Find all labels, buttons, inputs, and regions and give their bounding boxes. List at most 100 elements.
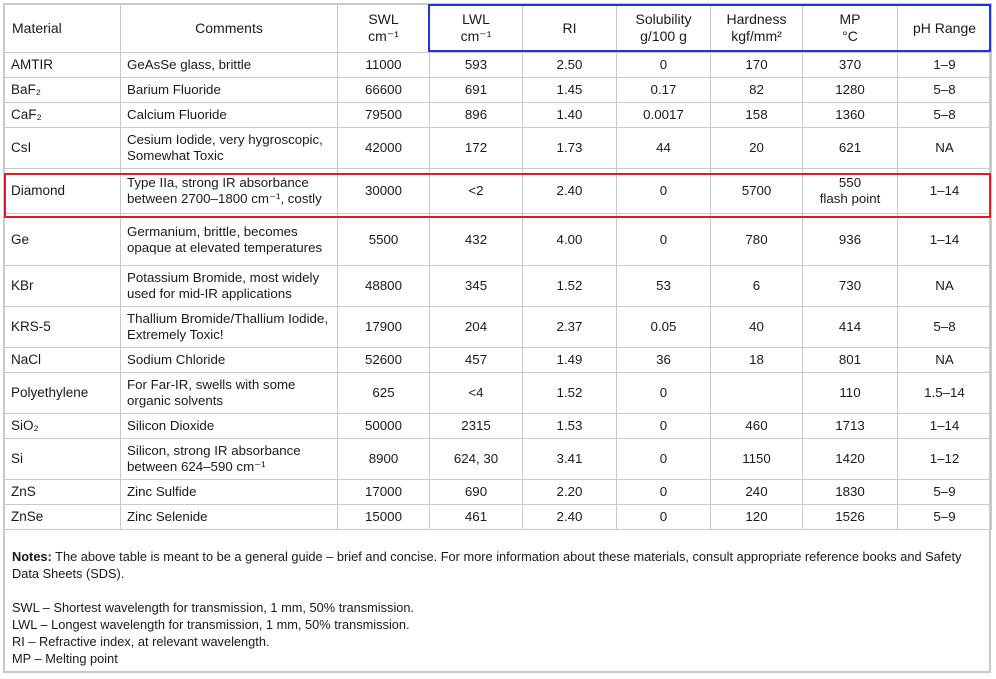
header-solubility: Solubility g/100 g bbox=[616, 3, 711, 53]
header-row: Material Comments SWL cm⁻¹ LWL cm⁻¹ RI Sol… bbox=[3, 3, 992, 53]
cell-ph: 1–14 bbox=[897, 168, 992, 214]
cell-hardness: 460 bbox=[710, 413, 803, 439]
header-ph: pH Range bbox=[897, 3, 992, 53]
cell-mp: 1713 bbox=[802, 413, 898, 439]
cell-solubility: 0 bbox=[616, 52, 711, 78]
header-solubility-label: Solubility bbox=[635, 11, 692, 27]
cell-swl: 66600 bbox=[337, 77, 430, 103]
cell-mp: 110 bbox=[802, 372, 898, 414]
cell-swl: 48800 bbox=[337, 265, 430, 307]
cell-mp: 621 bbox=[802, 127, 898, 169]
cell-ri: 1.52 bbox=[522, 372, 617, 414]
header-hardness-label: Hardness bbox=[726, 11, 787, 27]
cell-swl: 79500 bbox=[337, 102, 430, 128]
cell-lwl: 457 bbox=[429, 347, 523, 373]
header-mp-unit: °C bbox=[842, 28, 858, 44]
cell-material: Polyethylene bbox=[3, 372, 121, 414]
cell-solubility: 0 bbox=[616, 372, 711, 414]
cell-ph: 5–8 bbox=[897, 102, 992, 128]
cell-comments: For Far-IR, swells with some organic sol… bbox=[120, 372, 338, 414]
header-mp-label: MP bbox=[839, 11, 861, 27]
notes-text: The above table is meant to be a general… bbox=[12, 549, 962, 581]
cell-mp: 1280 bbox=[802, 77, 898, 103]
table-row: KBr Potassium Bromide, most widely used f… bbox=[3, 265, 992, 307]
cell-solubility: 44 bbox=[616, 127, 711, 169]
cell-comments: Silicon Dioxide bbox=[120, 413, 338, 439]
table-row: ZnS Zinc Sulfide 17000 690 2.20 0 240 1830 5–9 bbox=[3, 479, 992, 505]
cell-comments: Zinc Selenide bbox=[120, 504, 338, 530]
cell-material: KBr bbox=[3, 265, 121, 307]
cell-solubility: 36 bbox=[616, 347, 711, 373]
cell-hardness: 18 bbox=[710, 347, 803, 373]
cell-ph: 1–9 bbox=[897, 52, 992, 78]
cell-lwl: 461 bbox=[429, 504, 523, 530]
cell-lwl: 2315 bbox=[429, 413, 523, 439]
cell-ri: 2.50 bbox=[522, 52, 617, 78]
cell-ri: 1.53 bbox=[522, 413, 617, 439]
cell-comments: GeAsSe glass, brittle bbox=[120, 52, 338, 78]
cell-swl: 42000 bbox=[337, 127, 430, 169]
table-row: NaCl Sodium Chloride 52600 457 1.49 36 18 801 NA bbox=[3, 347, 992, 373]
header-hardness-unit: kgf/mm² bbox=[731, 28, 782, 44]
cell-solubility: 0.17 bbox=[616, 77, 711, 103]
table-body: AMTIR GeAsSe glass, brittle 11000 593 2.50 0 1… bbox=[3, 52, 992, 530]
table-row: Ge Germanium, brittle, becomes opaque at … bbox=[3, 213, 992, 266]
cell-solubility: 53 bbox=[616, 265, 711, 307]
header-material: Material bbox=[3, 3, 121, 53]
cell-lwl: 204 bbox=[429, 306, 523, 348]
definition-swl: SWL – Shortest wavelength for transmissi… bbox=[12, 600, 415, 615]
cell-ph: NA bbox=[897, 265, 992, 307]
cell-hardness: 158 bbox=[710, 102, 803, 128]
cell-lwl: <2 bbox=[429, 168, 523, 214]
cell-solubility: 0 bbox=[616, 168, 711, 214]
table-row: Polyethylene For Far-IR, swells with some… bbox=[3, 372, 992, 414]
table-row: CaF₂ Calcium Fluoride 79500 896 1.40 0.0017 15… bbox=[3, 102, 992, 128]
table-row: BaF₂ Barium Fluoride 66600 691 1.45 0.17 82 128… bbox=[3, 77, 992, 103]
cell-mp-note: flash point bbox=[819, 191, 881, 206]
cell-ri: 1.40 bbox=[522, 102, 617, 128]
cell-ph: 5–9 bbox=[897, 479, 992, 505]
definition-mp: MP – Melting point bbox=[12, 651, 118, 666]
cell-ph: 1–14 bbox=[897, 213, 992, 266]
cell-swl: 52600 bbox=[337, 347, 430, 373]
cell-lwl: 432 bbox=[429, 213, 523, 266]
notes-paragraph: Notes: The above table is meant to be a … bbox=[12, 548, 982, 582]
cell-hardness: 40 bbox=[710, 306, 803, 348]
cell-mp: 801 bbox=[802, 347, 898, 373]
cell-lwl: 691 bbox=[429, 77, 523, 103]
header-lwl-label: LWL bbox=[462, 11, 490, 27]
cell-lwl: 896 bbox=[429, 102, 523, 128]
cell-material: ZnS bbox=[3, 479, 121, 505]
notes-label: Notes: bbox=[12, 549, 52, 564]
header-lwl: LWL cm⁻¹ bbox=[429, 3, 523, 53]
cell-comments: Barium Fluoride bbox=[120, 77, 338, 103]
cell-swl: 15000 bbox=[337, 504, 430, 530]
cell-hardness: 82 bbox=[710, 77, 803, 103]
cell-hardness: 170 bbox=[710, 52, 803, 78]
cell-material: ZnSe bbox=[3, 504, 121, 530]
cell-ph: NA bbox=[897, 127, 992, 169]
cell-hardness: 780 bbox=[710, 213, 803, 266]
table-row: SiO₂ Silicon Dioxide 50000 2315 1.53 0 460 1713… bbox=[3, 413, 992, 439]
cell-ri: 1.73 bbox=[522, 127, 617, 169]
cell-lwl: 172 bbox=[429, 127, 523, 169]
cell-mp: 730 bbox=[802, 265, 898, 307]
cell-mp: 1360 bbox=[802, 102, 898, 128]
cell-swl: 17000 bbox=[337, 479, 430, 505]
cell-material: Diamond bbox=[3, 168, 121, 214]
cell-mp: 370 bbox=[802, 52, 898, 78]
cell-hardness bbox=[710, 372, 803, 414]
header-hardness: Hardness kgf/mm² bbox=[710, 3, 803, 53]
cell-material: SiO₂ bbox=[3, 413, 121, 439]
cell-ri: 3.41 bbox=[522, 438, 617, 480]
definition-ri: RI – Refractive index, at relevant wavel… bbox=[12, 634, 270, 649]
cell-ri: 1.52 bbox=[522, 265, 617, 307]
cell-material: AMTIR bbox=[3, 52, 121, 78]
cell-mp: 1420 bbox=[802, 438, 898, 480]
header-swl-label: SWL bbox=[368, 11, 399, 27]
cell-ri: 2.20 bbox=[522, 479, 617, 505]
cell-comments: Potassium Bromide, most widely used for … bbox=[120, 265, 338, 307]
cell-ph: NA bbox=[897, 347, 992, 373]
cell-mp: 936 bbox=[802, 213, 898, 266]
cell-mp-value: 550 bbox=[838, 175, 862, 190]
